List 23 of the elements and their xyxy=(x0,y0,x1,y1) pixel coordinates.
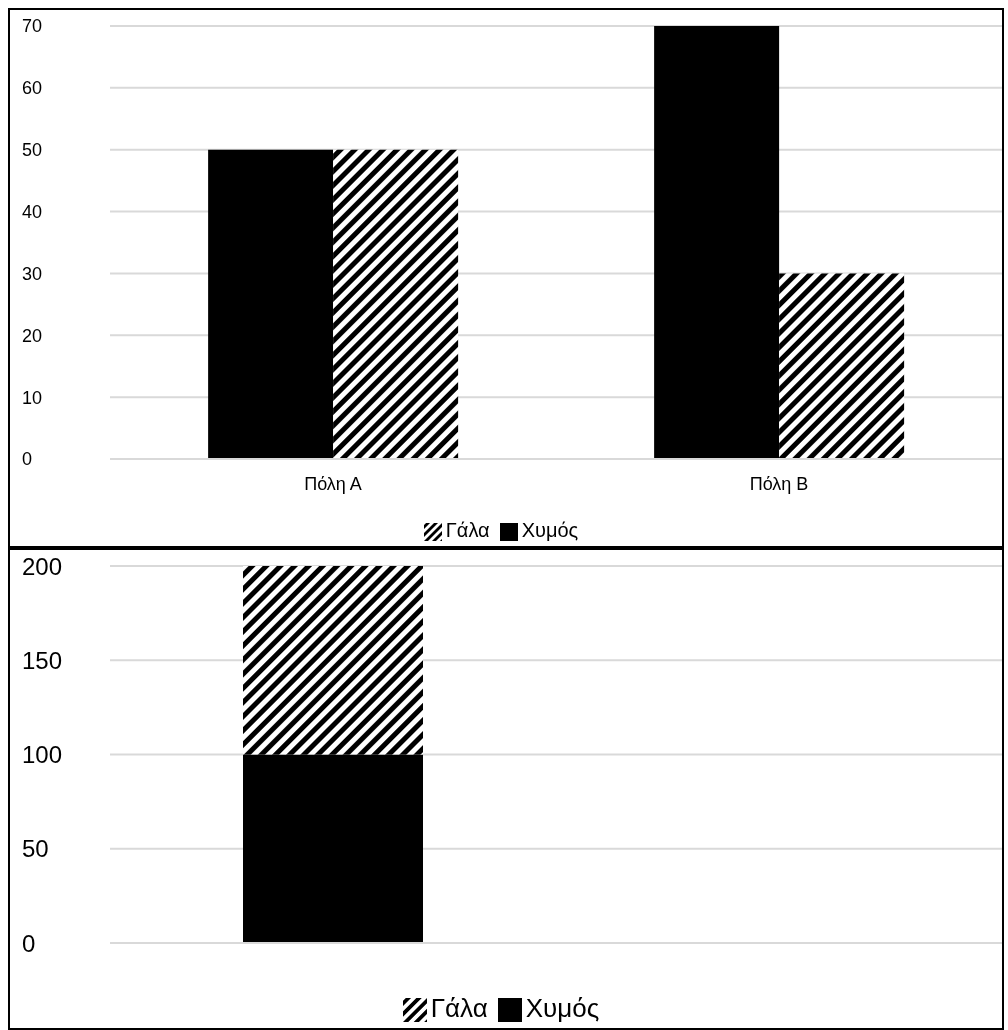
bar xyxy=(333,149,459,459)
legend-label: Γάλα xyxy=(430,993,488,1023)
y-tick-label: 10 xyxy=(22,387,43,408)
y-tick-label: 100 xyxy=(22,741,63,769)
x-tick-label: Πόλη Α xyxy=(304,473,362,494)
bar xyxy=(208,149,334,459)
y-tick-label: 0 xyxy=(22,929,36,957)
legend-label: Χυμός xyxy=(521,519,579,541)
y-tick-label: 200 xyxy=(22,552,63,580)
y-tick-label: 70 xyxy=(22,16,43,37)
y-tick-label: 50 xyxy=(22,140,43,161)
bar xyxy=(779,273,905,459)
y-tick-label: 40 xyxy=(22,201,43,222)
legend-label: Γάλα xyxy=(445,519,490,541)
y-tick-label: 20 xyxy=(22,325,43,346)
y-tick-label: 30 xyxy=(22,263,43,284)
y-tick-label: 150 xyxy=(22,646,63,674)
y-tick-label: 50 xyxy=(22,835,49,863)
y-tick-label: 60 xyxy=(22,78,43,99)
bar xyxy=(654,26,780,459)
legend-label: Χυμός xyxy=(525,993,600,1023)
x-tick-label: Πόλη Β xyxy=(749,473,809,494)
y-tick-label: 0 xyxy=(22,449,33,470)
